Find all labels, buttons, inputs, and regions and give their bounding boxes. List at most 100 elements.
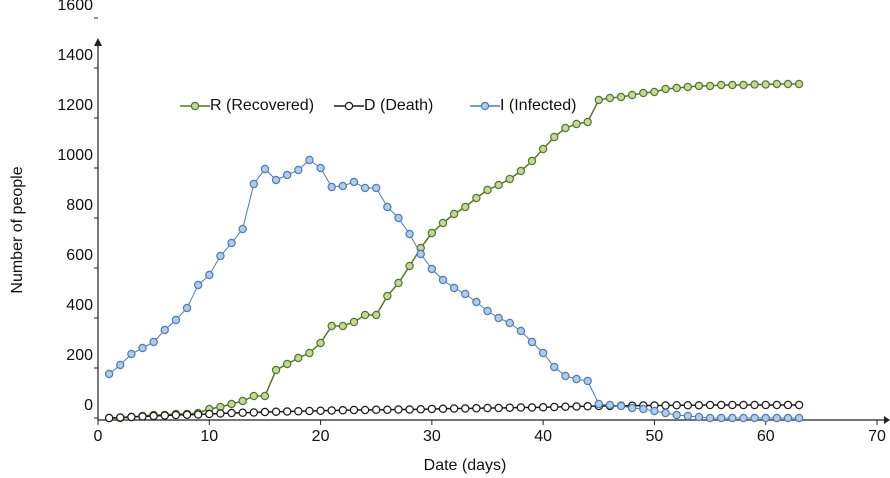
data-point (372, 183, 381, 193)
data-point (605, 400, 615, 410)
data-point (438, 218, 448, 228)
data-point (672, 410, 681, 420)
data-point (116, 360, 125, 370)
data-point (127, 412, 136, 422)
data-point (338, 181, 348, 191)
data-point (494, 313, 503, 323)
data-point (783, 400, 793, 410)
data-point (694, 412, 704, 422)
data-point (572, 374, 581, 384)
data-point (639, 88, 648, 98)
data-point (672, 401, 681, 410)
data-point (739, 400, 748, 410)
data-point (449, 209, 459, 219)
data-point (494, 403, 503, 413)
data-point (227, 238, 236, 248)
x-tick-label: 60 (757, 428, 775, 445)
data-point (683, 82, 693, 92)
data-point (338, 321, 348, 331)
data-point (717, 400, 726, 410)
data-point (438, 404, 448, 413)
legend-label: I (Infected) (500, 97, 576, 114)
data-point (616, 401, 626, 411)
data-point (305, 406, 314, 416)
data-point (527, 156, 537, 166)
data-point (527, 403, 537, 412)
data-point (761, 413, 770, 423)
data-point (405, 261, 414, 271)
data-point (728, 400, 737, 410)
data-point (661, 408, 670, 418)
y-tick-label: 200 (66, 347, 93, 364)
data-point (583, 376, 592, 386)
data-point (294, 353, 303, 363)
data-point (705, 413, 715, 423)
data-point (405, 229, 414, 239)
legend-label: D (Death) (364, 97, 433, 114)
x-tick-label: 20 (312, 428, 330, 445)
data-point (661, 401, 670, 410)
series-line (109, 83, 800, 419)
data-point (360, 405, 370, 415)
data-point (461, 404, 470, 413)
data-point (383, 405, 392, 414)
data-point (627, 403, 637, 413)
data-point (627, 90, 637, 100)
data-point (717, 413, 726, 423)
data-point (249, 408, 258, 417)
data-point (182, 303, 192, 313)
data-point (305, 155, 314, 165)
y-axis-arrow (94, 38, 102, 46)
y-axis-label: Number of people (9, 166, 26, 293)
data-point (783, 79, 793, 89)
data-point (483, 306, 492, 316)
data-point (227, 408, 236, 418)
data-point (294, 165, 303, 175)
data-point (149, 337, 158, 347)
data-point (538, 403, 548, 412)
data-point (271, 175, 281, 185)
data-point (794, 79, 804, 89)
x-tick-label: 10 (200, 428, 218, 445)
y-tick-label: 800 (66, 197, 93, 214)
data-point (160, 411, 169, 420)
data-point (717, 80, 726, 90)
data-point (394, 278, 403, 288)
data-point (383, 291, 392, 301)
data-point (683, 411, 693, 421)
data-point (472, 404, 481, 413)
data-point (360, 183, 370, 193)
data-point (160, 325, 169, 335)
data-point (193, 410, 203, 419)
data-point (316, 163, 325, 173)
data-point (327, 406, 336, 415)
data-point (505, 318, 514, 328)
data-point (449, 404, 459, 413)
data-point (249, 179, 258, 189)
data-point (672, 83, 681, 93)
data-point (372, 405, 381, 414)
data-point (427, 264, 437, 274)
data-point (138, 412, 147, 421)
data-point (338, 406, 348, 415)
data-point (750, 413, 759, 423)
data-point (260, 407, 270, 417)
data-point (316, 406, 325, 415)
data-point (282, 359, 292, 369)
data-point (705, 81, 715, 91)
data-point (394, 213, 403, 223)
data-point (594, 399, 603, 409)
data-point (683, 401, 693, 410)
data-point (227, 399, 236, 409)
data-point (750, 400, 759, 410)
x-axis-label: Date (days) (424, 457, 507, 474)
data-point (282, 407, 292, 416)
data-point (694, 81, 704, 91)
data-point (349, 405, 359, 415)
data-point (349, 177, 359, 187)
data-point (583, 117, 592, 127)
data-point (583, 402, 592, 411)
y-tick-label: 1000 (57, 147, 93, 164)
data-point (472, 193, 481, 203)
